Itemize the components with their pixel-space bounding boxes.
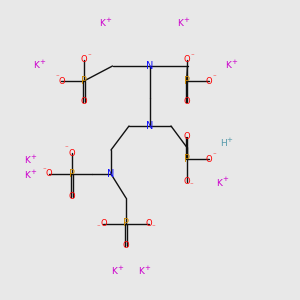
Text: P: P [184, 76, 190, 86]
Text: O: O [123, 242, 129, 250]
Text: ⁻: ⁻ [88, 53, 91, 59]
Text: N: N [107, 169, 115, 179]
Text: +: + [183, 17, 189, 23]
Text: O: O [183, 98, 190, 106]
Text: O: O [183, 177, 190, 186]
Text: O: O [206, 154, 212, 164]
Text: ⁻: ⁻ [97, 224, 100, 230]
Text: O: O [183, 56, 190, 64]
Text: K: K [216, 178, 222, 188]
Text: O: O [206, 76, 212, 85]
Text: +: + [226, 137, 232, 143]
Text: +: + [30, 169, 36, 175]
Text: +: + [222, 176, 228, 182]
Text: O: O [69, 148, 75, 158]
Text: +: + [39, 59, 45, 65]
Text: ⁻: ⁻ [190, 182, 194, 188]
Text: K: K [111, 267, 117, 276]
Text: O: O [183, 132, 190, 141]
Text: P: P [123, 218, 129, 229]
Text: N: N [146, 121, 154, 131]
Text: K: K [33, 61, 39, 70]
Text: P: P [69, 169, 75, 179]
Text: O: O [69, 192, 75, 201]
Text: H: H [220, 140, 227, 148]
Text: O: O [81, 98, 87, 106]
Text: +: + [144, 265, 150, 271]
Text: K: K [177, 20, 183, 28]
Text: O: O [81, 56, 87, 64]
Text: ⁻: ⁻ [55, 74, 59, 80]
Text: K: K [225, 61, 231, 70]
Text: ⁻: ⁻ [190, 53, 194, 59]
Text: ⁻: ⁻ [212, 74, 216, 80]
Text: P: P [81, 76, 87, 86]
Text: +: + [231, 59, 237, 65]
Text: +: + [30, 154, 36, 160]
Text: +: + [105, 17, 111, 23]
Text: +: + [117, 265, 123, 271]
Text: ⁻: ⁻ [212, 152, 216, 158]
Text: ⁻: ⁻ [43, 167, 46, 173]
Text: O: O [100, 219, 107, 228]
Text: K: K [24, 171, 30, 180]
Text: O: O [58, 76, 65, 85]
Text: P: P [184, 154, 190, 164]
Text: N: N [146, 61, 154, 71]
Text: K: K [99, 20, 105, 28]
Text: ⁻: ⁻ [65, 146, 69, 152]
Text: K: K [24, 156, 30, 165]
Text: O: O [145, 219, 152, 228]
Text: K: K [138, 267, 144, 276]
Text: O: O [45, 169, 52, 178]
Text: ⁻: ⁻ [152, 224, 155, 230]
